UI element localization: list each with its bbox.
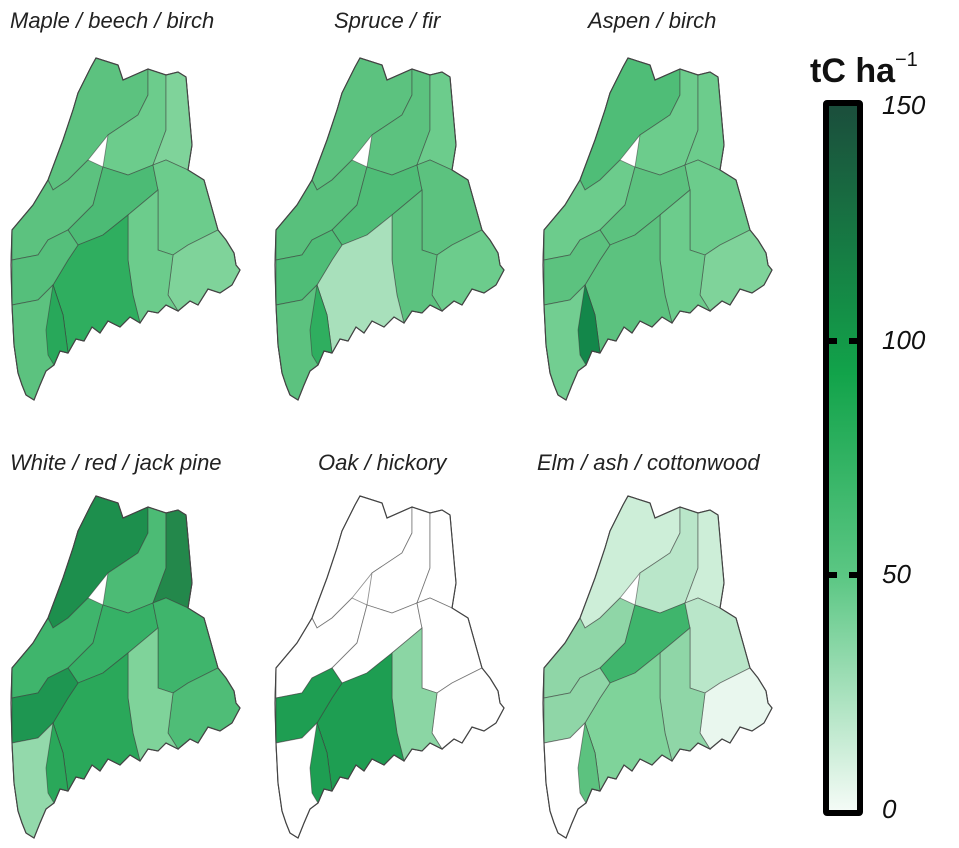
- panel-title-maple: Maple / beech / birch: [10, 8, 215, 33]
- panel-title-elm: Elm / ash / cottonwood: [537, 450, 760, 475]
- coastline: [10, 495, 241, 839]
- panel-title-oak: Oak / hickory: [318, 450, 447, 475]
- coastline: [542, 495, 773, 839]
- coastline: [542, 57, 773, 401]
- colorbar-title-text: tC ha: [810, 52, 895, 90]
- colorbar-title-exponent: −1: [895, 48, 918, 71]
- colorbar-tick-mark: [829, 337, 837, 344]
- colorbar: [823, 100, 863, 816]
- map-white-red-jack-pine: [10, 495, 241, 839]
- colorbar-tick-mark: [829, 572, 837, 579]
- map-maple-beech-birch: [10, 57, 241, 401]
- coastline: [10, 57, 241, 401]
- panel-title-aspen: Aspen / birch: [588, 8, 717, 33]
- colorbar-tick-mark: [849, 337, 857, 344]
- colorbar-tick-label: 100: [882, 324, 926, 355]
- colorbar-tick-label: 50: [882, 559, 911, 590]
- map-spruce-fir: [274, 57, 505, 401]
- coastline: [274, 495, 505, 839]
- colorbar-title: tC ha−1: [810, 48, 918, 91]
- coastline: [274, 57, 505, 401]
- colorbar-tick-label: 150: [882, 90, 926, 120]
- colorbar-tick-label: 0: [882, 794, 897, 824]
- colorbar-tick-mark: [849, 572, 857, 579]
- map-aspen-birch: [542, 57, 773, 401]
- map-oak-hickory: [274, 495, 505, 839]
- panel-title-spruce: Spruce / fir: [334, 8, 441, 33]
- panel-title-pine: White / red / jack pine: [10, 450, 222, 475]
- map-elm-ash-cottonwood: [542, 495, 773, 839]
